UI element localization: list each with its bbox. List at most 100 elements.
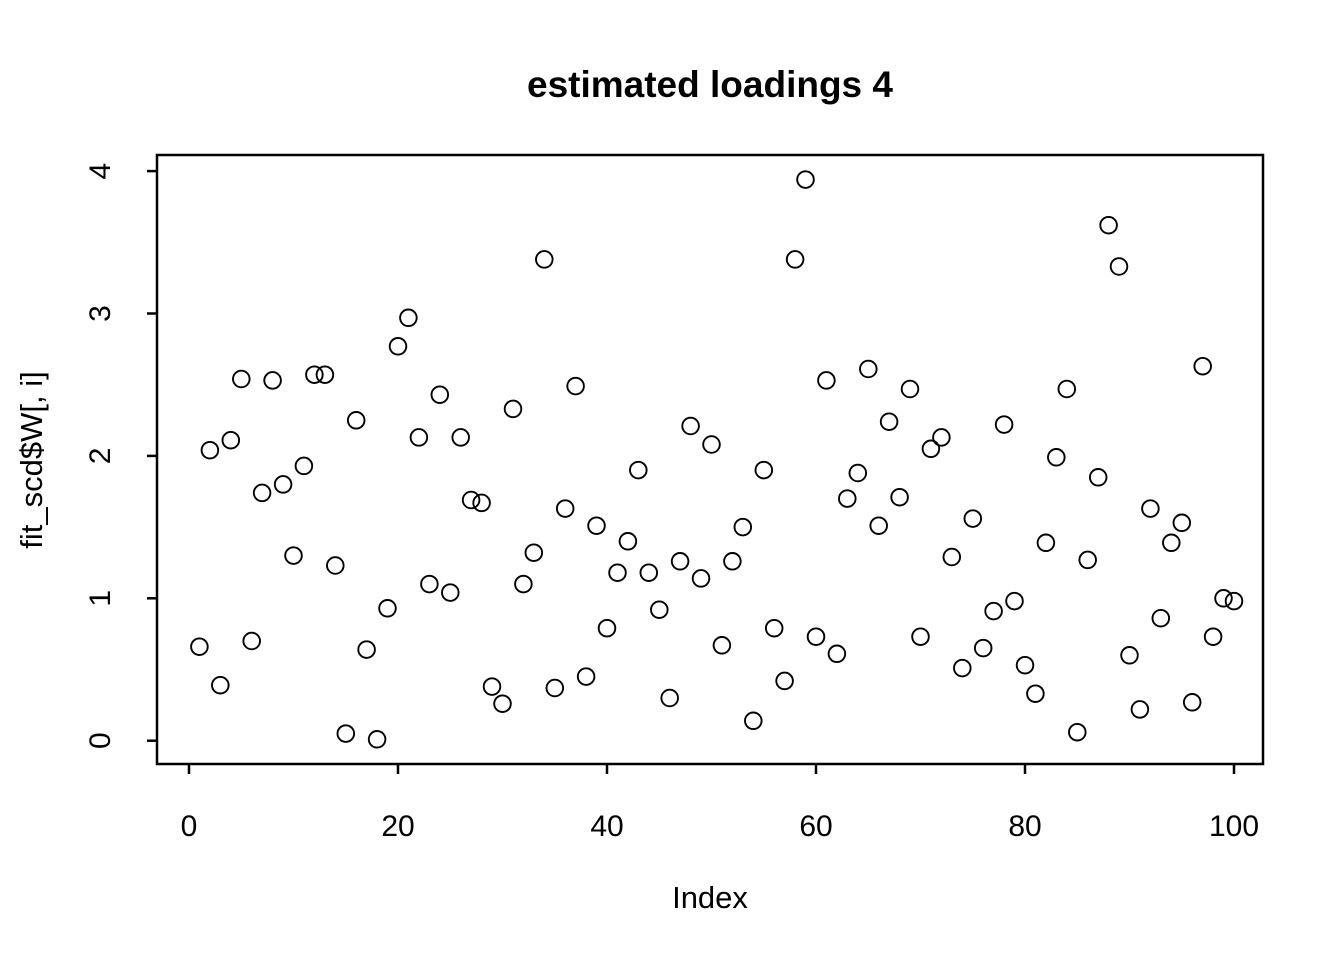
data-point	[409, 428, 429, 447]
data-point	[817, 371, 836, 390]
data-point	[430, 385, 450, 404]
data-point	[221, 430, 241, 450]
x-axis-tick-labels: 0 20 40 60 80 100	[181, 810, 1259, 843]
x-tick-label: 40	[590, 810, 623, 843]
data-point	[200, 440, 220, 460]
x-tick-label: 100	[1209, 810, 1259, 843]
data-point	[1172, 513, 1192, 533]
data-point	[252, 483, 272, 503]
data-point	[1120, 646, 1139, 665]
data-points	[190, 170, 1244, 749]
data-point	[378, 599, 397, 618]
data-point	[545, 678, 565, 698]
data-point	[911, 627, 930, 646]
data-point	[420, 574, 439, 594]
data-point	[587, 516, 606, 535]
data-point	[900, 379, 920, 399]
data-point	[273, 475, 293, 494]
data-point	[190, 637, 209, 656]
x-tick-label: 20	[381, 810, 414, 843]
data-point	[775, 671, 794, 691]
data-point	[346, 411, 366, 430]
data-point	[1109, 257, 1129, 276]
data-point	[890, 487, 909, 507]
data-point	[1193, 356, 1212, 376]
y-tick-label: 2	[84, 448, 117, 465]
data-point	[879, 412, 899, 431]
data-point	[691, 569, 711, 588]
data-point	[1036, 533, 1056, 553]
data-point	[785, 250, 805, 269]
data-point	[1078, 550, 1097, 570]
data-point	[461, 490, 481, 510]
data-point	[1141, 499, 1160, 518]
data-point	[315, 365, 335, 384]
data-point	[670, 552, 690, 571]
data-point	[1005, 591, 1024, 611]
data-point	[932, 428, 951, 447]
data-point	[618, 532, 638, 551]
data-point	[608, 563, 627, 582]
y-axis-title: fit_scd$W[, i]	[14, 371, 49, 548]
data-point	[514, 574, 533, 594]
data-point	[1015, 655, 1035, 675]
data-point	[994, 415, 1014, 434]
x-tick-label: 0	[181, 810, 198, 843]
data-point	[921, 439, 941, 459]
data-point	[744, 711, 763, 731]
data-point	[399, 308, 418, 328]
y-axis-ticks	[147, 169, 157, 742]
y-tick-label: 4	[84, 163, 117, 180]
data-point	[493, 694, 512, 713]
data-point	[535, 250, 554, 269]
data-point	[942, 547, 962, 567]
data-point	[953, 658, 972, 678]
data-point	[1088, 468, 1108, 487]
y-tick-label: 0	[84, 732, 117, 749]
data-point	[723, 552, 742, 571]
data-point	[1068, 722, 1087, 742]
data-point	[263, 371, 282, 390]
data-point	[1026, 684, 1045, 703]
data-point	[639, 563, 659, 582]
data-point	[472, 493, 491, 513]
data-point	[1099, 215, 1118, 235]
data-point	[503, 399, 523, 419]
data-point	[1203, 627, 1223, 646]
data-point	[597, 618, 617, 638]
data-point	[336, 724, 356, 743]
data-point	[827, 644, 847, 664]
data-point	[733, 517, 753, 537]
x-tick-label: 80	[1008, 810, 1041, 843]
data-point	[754, 460, 774, 480]
data-point	[1130, 700, 1150, 719]
data-point	[681, 416, 700, 436]
data-point	[524, 543, 544, 562]
data-point	[796, 170, 815, 189]
data-point	[1151, 608, 1171, 628]
data-point	[441, 583, 460, 602]
y-tick-label: 3	[84, 305, 117, 322]
data-point	[294, 456, 314, 476]
data-point	[650, 600, 669, 619]
data-point	[284, 546, 303, 565]
data-point	[629, 460, 648, 480]
y-axis-tick-labels: 0 1 2 3 4	[84, 163, 117, 749]
y-tick-label: 1	[84, 590, 117, 607]
data-point	[576, 667, 596, 686]
data-point	[859, 359, 878, 379]
data-point	[211, 675, 230, 695]
x-tick-label: 60	[799, 810, 832, 843]
data-point	[242, 631, 261, 651]
data-point	[482, 677, 502, 696]
data-point	[1057, 379, 1077, 399]
data-point	[451, 428, 470, 447]
data-point	[232, 369, 251, 389]
data-point	[764, 618, 784, 638]
x-axis-title: Index	[672, 880, 748, 915]
chart-title: estimated loadings 4	[527, 64, 893, 105]
data-point	[326, 556, 345, 575]
data-point	[712, 636, 732, 655]
data-point	[869, 516, 888, 535]
